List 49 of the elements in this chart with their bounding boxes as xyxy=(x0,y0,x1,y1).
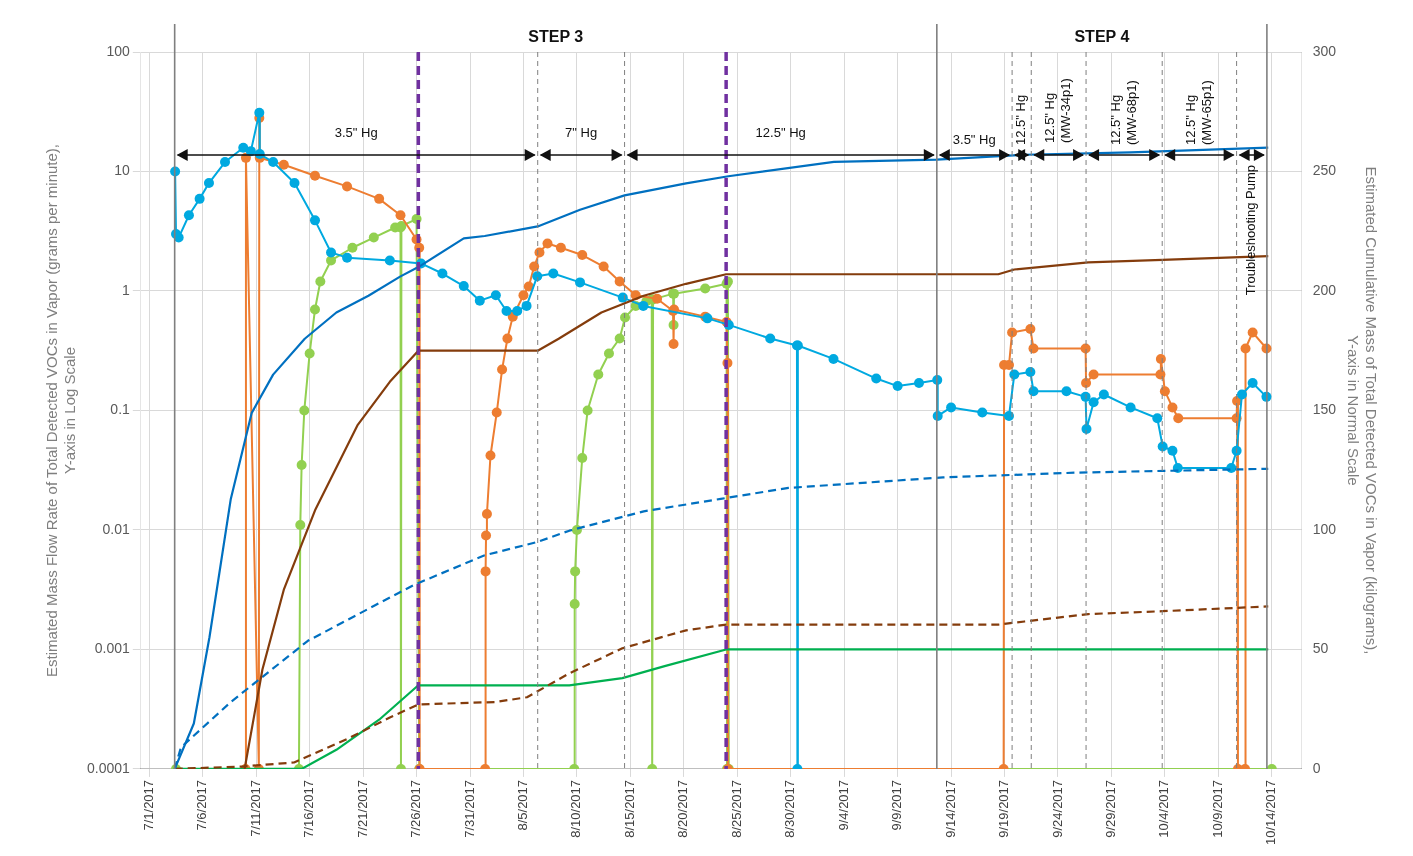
annotation: 12.5" Hg (MW-34p1) xyxy=(1042,78,1074,143)
x-tick-label: 9/19/2017 xyxy=(996,779,1012,838)
y-tick-label: 0.01 xyxy=(102,520,131,537)
y2-axis-title: Estimated Cumulative Mass of Total Detected VOCs in Vapor (kilograms), Y-axis in Normal Scale xyxy=(1344,166,1380,655)
annotation: 3.5" Hg xyxy=(952,132,996,148)
x-tick-label: 8/25/2017 xyxy=(728,779,744,838)
text: STEP 4 xyxy=(1074,28,1130,45)
x-tick-label: 9/14/2017 xyxy=(942,779,958,838)
x-tick-label: 8/15/2017 xyxy=(621,779,637,838)
y-tick-label: 0.001 xyxy=(94,640,131,657)
y-tick-label: 10 xyxy=(114,162,131,179)
x-tick-label: 8/5/2017 xyxy=(515,779,531,831)
x-tick-label: 8/20/2017 xyxy=(675,779,691,838)
y-tick-label: 0.0001 xyxy=(86,759,131,776)
annotation: Troubleshooting Pump xyxy=(1243,165,1259,296)
x-tick-label: 7/21/2017 xyxy=(354,779,370,838)
x-tick-label: 9/29/2017 xyxy=(1103,779,1119,838)
x-tick-label: 7/6/2017 xyxy=(194,779,210,831)
annotation: 12.5" Hg (MW-65p1) xyxy=(1182,80,1214,145)
x-tick-label: 8/30/2017 xyxy=(782,779,798,838)
annotation: 12.5" Hg xyxy=(1013,94,1029,145)
x-tick-label: 10/9/2017 xyxy=(1209,779,1225,838)
x-tick-label: 8/10/2017 xyxy=(568,779,584,838)
y2-tick-label: 250 xyxy=(1312,162,1337,179)
text: STEP 3 xyxy=(528,28,584,45)
y-tick-label: 0.1 xyxy=(110,401,131,418)
annotation: 3.5" Hg xyxy=(334,125,378,140)
y2-tick-label: 200 xyxy=(1312,281,1337,298)
x-tick-label: 9/24/2017 xyxy=(1049,779,1065,838)
y2-tick-label: 100 xyxy=(1312,520,1337,537)
y2-tick-label: 300 xyxy=(1312,42,1337,59)
x-tick-label: 9/9/2017 xyxy=(889,779,905,831)
x-tick-label: 7/31/2017 xyxy=(461,779,477,838)
annotation: 12.5" Hg xyxy=(755,125,806,140)
x-tick-label: 10/14/2017 xyxy=(1263,779,1279,846)
x-tick-label: 7/26/2017 xyxy=(408,779,424,838)
y-tick-label: 1 xyxy=(122,281,131,298)
y2-tick-label: 50 xyxy=(1312,640,1329,657)
y-axis-title: Estimated Mass Flow Rate of Total Detected VOCs in Vapor (grams per minute), Y-axis in Log Scale xyxy=(43,143,79,677)
x-tick-label: 7/16/2017 xyxy=(301,779,317,838)
x-tick-label: 7/11/2017 xyxy=(247,779,263,837)
y2-tick-label: 0 xyxy=(1312,759,1321,776)
x-tick-label: 9/4/2017 xyxy=(835,779,851,831)
x-tick-label: 7/1/2017 xyxy=(140,779,156,831)
y2-tick-label: 150 xyxy=(1312,401,1337,418)
y-tick-label: 100 xyxy=(106,42,131,59)
x-tick-label: 10/4/2017 xyxy=(1156,779,1172,838)
annotation: 7" Hg xyxy=(565,125,598,140)
annotation: 12.5" Hg (MW-68p1) xyxy=(1107,80,1139,145)
